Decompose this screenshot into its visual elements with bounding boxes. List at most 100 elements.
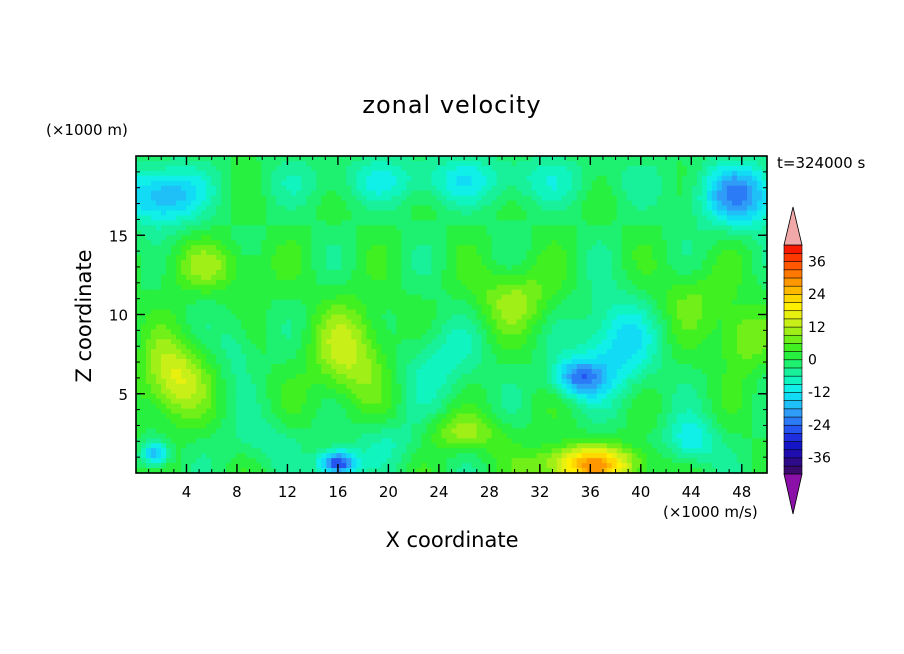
field-cell <box>161 314 167 321</box>
field-cell <box>726 245 733 251</box>
field-cell <box>136 309 142 316</box>
field-cell <box>746 185 753 192</box>
field-cell <box>626 205 633 212</box>
field-cell <box>146 294 152 301</box>
field-cell <box>251 200 257 207</box>
field-cell <box>601 289 608 296</box>
field-cell <box>371 260 377 266</box>
field-cell <box>431 279 438 286</box>
field-cell <box>616 339 623 345</box>
field-cell <box>591 156 598 162</box>
field-cell <box>561 294 568 301</box>
field-cell <box>751 230 758 236</box>
field-cell <box>491 274 498 281</box>
field-cell <box>181 260 187 266</box>
field-cell <box>541 294 548 301</box>
field-cell <box>676 255 683 261</box>
field-cell <box>326 274 332 281</box>
field-cell <box>531 279 538 286</box>
field-cell <box>521 279 528 286</box>
field-cell <box>236 319 242 325</box>
field-cell <box>591 250 598 256</box>
field-cell <box>761 156 768 162</box>
field-cell <box>696 230 703 236</box>
field-cell <box>646 220 653 226</box>
field-cell <box>156 195 162 202</box>
field-cell <box>561 160 568 167</box>
field-cell <box>231 255 237 261</box>
field-cell <box>646 299 653 306</box>
field-cell <box>691 195 698 202</box>
field-cell <box>421 240 428 246</box>
field-cell <box>316 269 322 276</box>
field-cell <box>586 195 593 202</box>
field-cell <box>211 170 217 177</box>
field-cell <box>661 314 668 321</box>
field-cell <box>516 235 523 241</box>
field-cell <box>546 284 553 291</box>
field-cell <box>341 165 347 172</box>
field-cell <box>251 190 257 197</box>
field-cell <box>536 205 543 212</box>
field-cell <box>291 245 297 251</box>
field-cell <box>306 284 312 291</box>
field-cell <box>731 190 738 197</box>
field-cell <box>346 269 352 276</box>
field-cell <box>151 289 157 296</box>
field-cell <box>166 156 172 162</box>
field-cell <box>621 230 628 236</box>
field-cell <box>351 160 357 167</box>
field-cell <box>701 339 708 345</box>
field-cell <box>226 230 232 236</box>
field-cell <box>201 240 207 246</box>
field-cell <box>521 289 528 296</box>
field-cell <box>261 329 267 335</box>
field-cell <box>491 299 498 306</box>
field-cell <box>251 334 257 340</box>
field-cell <box>746 205 753 212</box>
field-cell <box>216 294 222 301</box>
field-cell <box>446 160 453 167</box>
field-cell <box>321 339 327 345</box>
field-cell <box>236 165 242 172</box>
field-cell <box>406 230 413 236</box>
field-cell <box>146 344 152 350</box>
field-cell <box>726 255 733 261</box>
field-cell <box>481 299 488 306</box>
field-cell <box>451 195 458 202</box>
field-cell <box>536 175 543 182</box>
field-cell <box>586 289 593 296</box>
field-cell <box>601 225 608 231</box>
field-cell <box>431 264 438 271</box>
field-cell <box>611 240 618 246</box>
field-cell <box>181 269 187 276</box>
field-cell <box>636 329 643 335</box>
field-cell <box>506 269 513 276</box>
field-cell <box>741 225 748 231</box>
field-cell <box>456 240 463 246</box>
field-cell <box>756 240 763 246</box>
field-cell <box>366 210 372 217</box>
field-cell <box>546 339 553 345</box>
field-cell <box>746 344 753 350</box>
field-cell <box>386 185 393 192</box>
colorbar-unit-label: (×1000 m/s) <box>663 503 758 521</box>
field-cell <box>456 156 463 162</box>
field-cell <box>376 200 382 207</box>
field-cell <box>746 170 753 177</box>
field-cell <box>531 284 538 291</box>
field-cell <box>261 304 267 311</box>
field-cell <box>546 324 553 330</box>
field-cell <box>201 215 207 221</box>
field-cell <box>621 156 628 162</box>
field-cell <box>201 175 207 182</box>
field-cell <box>391 304 398 311</box>
field-cell <box>536 284 543 291</box>
field-cell <box>586 250 593 256</box>
field-cell <box>611 205 618 212</box>
field-cell <box>696 274 703 281</box>
field-cell <box>761 230 768 236</box>
field-cell <box>151 269 157 276</box>
field-cell <box>676 334 683 340</box>
field-cell <box>271 205 277 212</box>
